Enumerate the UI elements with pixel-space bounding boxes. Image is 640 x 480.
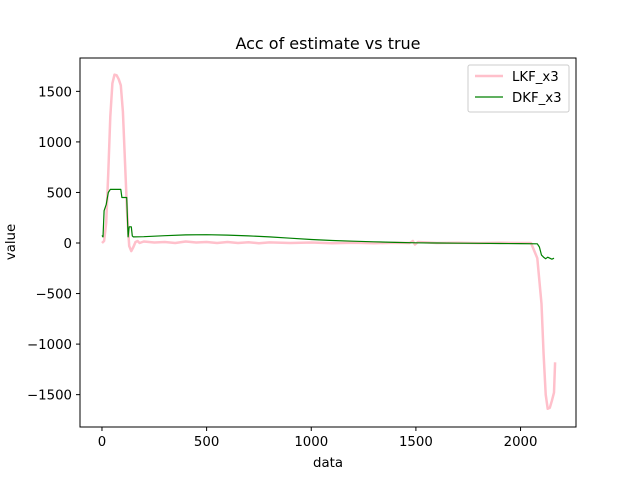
y-tick-label: −1000 [27,338,72,353]
x-axis-label: data [313,456,343,471]
y-tick-label: −500 [35,288,72,303]
y-axis-label: value [4,224,19,260]
y-axis: −1500 −1000 −500 0 500 1000 1500 [27,85,80,404]
y-tick-label: 500 [47,186,72,201]
legend-label-lkf: LKF_x3 [512,70,559,85]
x-tick-label: 1500 [399,435,433,450]
plot-area [101,73,557,411]
legend: LKF_x3 DKF_x3 [467,64,570,113]
y-tick-label: 1000 [38,136,72,151]
y-tick-label: −1500 [27,389,72,404]
legend-label-dkf: DKF_x3 [512,91,562,106]
x-tick-label: 500 [194,435,219,450]
x-tick-label: 0 [98,435,106,450]
x-axis: 0 500 1000 1500 2000 [98,427,538,450]
x-tick-label: 2000 [504,435,538,450]
axes-frame [79,57,577,428]
y-tick-label: 0 [64,237,72,252]
series-line-lkf [101,73,557,411]
x-tick-label: 1000 [294,435,328,450]
y-tick-label: 1500 [38,85,72,100]
chart-title: Acc of estimate vs true [235,34,420,53]
series-line-dkf [101,188,555,260]
